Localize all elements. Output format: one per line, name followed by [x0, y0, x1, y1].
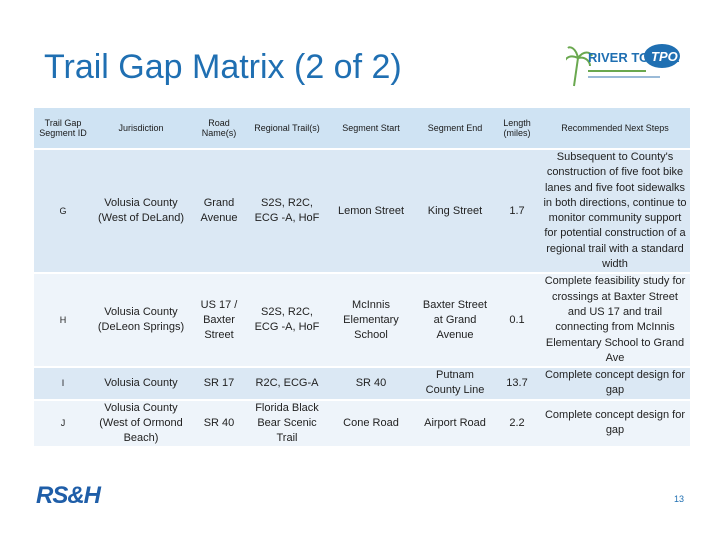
cell-road-names: SR 40	[190, 399, 248, 448]
header-segment-start: Segment Start	[326, 108, 416, 150]
cell-next-steps: Subsequent to County's construction of f…	[540, 149, 690, 275]
cell-regional-trails: S2S, R2C, ECG -A, HoF	[248, 149, 326, 275]
cell-jurisdiction: Volusia County (West of Ormond Beach)	[92, 399, 190, 448]
cell-jurisdiction: Volusia County	[92, 367, 190, 401]
cell-segment-id: I	[34, 367, 92, 401]
header-length: Length (miles)	[494, 108, 540, 150]
table-row: H Volusia County (DeLeon Springs) US 17 …	[34, 273, 690, 369]
header-regional-trails: Regional Trail(s)	[248, 108, 326, 150]
cell-next-steps: Complete concept design for gap	[540, 399, 690, 448]
cell-segment-id: G	[34, 149, 92, 275]
logo-badge: TPO	[651, 49, 678, 64]
rsh-brand-logo: RS&H	[36, 482, 101, 509]
cell-segment-end: Airport Road	[416, 399, 494, 448]
cell-segment-id: H	[34, 273, 92, 369]
cell-segment-id: J	[34, 399, 92, 448]
cell-jurisdiction: Volusia County (West of DeLand)	[92, 149, 190, 275]
cell-segment-end: Baxter Street at Grand Avenue	[416, 273, 494, 369]
palm-tree-icon	[566, 46, 593, 87]
cell-next-steps: Complete feasibility study for crossings…	[540, 273, 690, 369]
page-number: 13	[673, 494, 684, 504]
cell-regional-trails: Florida Black Bear Scenic Trail	[248, 399, 326, 448]
cell-length: 13.7	[494, 367, 540, 401]
cell-road-names: US 17 / Baxter Street	[190, 273, 248, 369]
header-segment-id: Trail Gap Segment ID	[34, 108, 92, 150]
header-road-names: Road Name(s)	[190, 108, 248, 150]
cell-segment-start: McInnis Elementary School	[326, 273, 416, 369]
header-segment-end: Segment End	[416, 108, 494, 150]
cell-road-names: Grand Avenue	[190, 149, 248, 275]
cell-length: 2.2	[494, 399, 540, 448]
cell-segment-start: Lemon Street	[326, 149, 416, 275]
cell-length: 1.7	[494, 149, 540, 275]
cell-jurisdiction: Volusia County (DeLeon Springs)	[92, 273, 190, 369]
header-next-steps: Recommended Next Steps	[540, 108, 690, 150]
cell-length: 0.1	[494, 273, 540, 369]
cell-segment-end: King Street	[416, 149, 494, 275]
cell-segment-start: SR 40	[326, 367, 416, 401]
cell-road-names: SR 17	[190, 367, 248, 401]
cell-next-steps: Complete concept design for gap	[540, 367, 690, 401]
table-row: I Volusia County SR 17 R2C, ECG-A SR 40 …	[34, 367, 690, 401]
trail-gap-matrix-table: Trail Gap Segment ID Jurisdiction Road N…	[34, 108, 690, 448]
table-header-row: Trail Gap Segment ID Jurisdiction Road N…	[34, 108, 690, 150]
table-row: J Volusia County (West of Ormond Beach) …	[34, 399, 690, 448]
cell-segment-start: Cone Road	[326, 399, 416, 448]
table-row: G Volusia County (West of DeLand) Grand …	[34, 149, 690, 275]
cell-regional-trails: S2S, R2C, ECG -A, HoF	[248, 273, 326, 369]
cell-segment-end: Putnam County Line	[416, 367, 494, 401]
river-to-sea-tpo-logo: RIVER TO SEA TPO	[566, 44, 680, 87]
cell-regional-trails: R2C, ECG-A	[248, 367, 326, 401]
slide-title: Trail Gap Matrix (2 of 2)	[44, 48, 402, 86]
header-jurisdiction: Jurisdiction	[92, 108, 190, 150]
